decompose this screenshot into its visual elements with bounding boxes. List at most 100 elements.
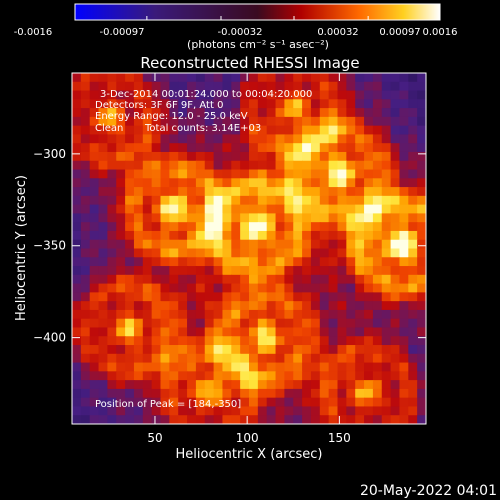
x-axis: 50 100 150	[147, 73, 351, 445]
heatmap-cell	[275, 116, 285, 127]
heatmap-cell	[133, 345, 144, 355]
heatmap-cell	[160, 125, 170, 136]
heatmap-cell	[133, 195, 144, 206]
heatmap-cell	[364, 99, 374, 109]
heatmap-cell	[319, 301, 330, 311]
heatmap-cell	[381, 108, 392, 118]
heatmap-cell	[195, 336, 206, 346]
heatmap-cell	[195, 99, 206, 109]
heatmap-cell	[266, 187, 277, 197]
heatmap-cell	[390, 301, 401, 311]
heatmap-cell	[80, 81, 91, 92]
heatmap-cell	[125, 90, 135, 100]
heatmap-cell	[408, 222, 418, 232]
heatmap-cell	[284, 204, 294, 214]
heatmap-cell	[187, 257, 197, 267]
heatmap-cell	[151, 257, 162, 267]
heatmap-cell	[408, 143, 418, 153]
heatmap-cell	[204, 380, 215, 390]
heatmap-cell	[381, 99, 392, 109]
heatmap-cell	[328, 301, 339, 311]
heatmap-cell	[222, 336, 232, 346]
heatmap-cell	[275, 213, 285, 223]
heatmap-cell	[249, 73, 259, 83]
heatmap-cell	[133, 274, 144, 285]
heatmap-cell	[222, 160, 232, 171]
heatmap-cell	[125, 143, 135, 153]
heatmap-cell	[151, 230, 162, 241]
heatmap-cell	[337, 230, 347, 241]
heatmap-cell	[151, 274, 162, 285]
heatmap-cell	[89, 73, 100, 83]
heatmap-cell	[116, 213, 126, 223]
heatmap-cell	[125, 362, 135, 372]
heatmap-cell	[249, 274, 259, 285]
heatmap-cell	[319, 169, 330, 179]
heatmap-cell	[328, 222, 339, 232]
heatmap-cell	[249, 81, 259, 92]
heatmap-cell	[213, 283, 224, 293]
heatmap-cell	[142, 345, 153, 355]
heatmap-cell	[302, 125, 312, 136]
heatmap-cell	[125, 213, 135, 223]
heatmap-cell	[346, 195, 356, 206]
heatmap-cell	[284, 178, 294, 188]
heatmap-cell	[408, 415, 418, 424]
heatmap-cell	[240, 318, 250, 329]
heatmap-cell	[372, 292, 383, 302]
heatmap-cell	[284, 327, 294, 337]
heatmap-cell	[72, 160, 82, 171]
heatmap-cell	[195, 292, 206, 302]
heatmap-cell	[107, 301, 117, 311]
heatmap-cell	[302, 213, 312, 223]
heatmap-cell	[222, 143, 232, 153]
heatmap-cell	[89, 108, 100, 118]
heatmap-cell	[151, 160, 162, 171]
heatmap-cell	[142, 380, 153, 390]
heatmap-cell	[390, 187, 401, 197]
heatmap-cell	[89, 362, 100, 372]
heatmap-cell	[72, 406, 82, 416]
heatmap-cell	[240, 125, 250, 136]
heatmap-cell	[80, 327, 91, 337]
heatmap-cell	[133, 309, 144, 320]
heatmap-cell	[381, 222, 392, 232]
heatmap-cell	[310, 266, 321, 276]
heatmap-cell	[346, 327, 356, 337]
heatmap-cell	[107, 160, 117, 171]
heatmap-cell	[328, 397, 339, 408]
heatmap-cell	[178, 309, 188, 320]
heatmap-cell	[337, 248, 347, 258]
heatmap-cell	[257, 318, 268, 329]
heatmap-cell	[399, 125, 409, 136]
heatmap-cell	[390, 380, 401, 390]
heatmap-cell	[328, 151, 339, 162]
heatmap-cell	[293, 292, 303, 302]
heatmap-cell	[293, 362, 303, 372]
colorbar-ticks: -0.0016 -0.00097 -0.00032 0.00032 0.00097 0.0…	[14, 16, 458, 38]
heatmap-cell	[80, 380, 91, 390]
heatmap-cell	[160, 143, 170, 153]
heatmap-cell	[125, 397, 135, 408]
heatmap-cell	[222, 283, 232, 293]
heatmap-cell	[408, 309, 418, 320]
heatmap-cell	[98, 397, 108, 408]
heatmap-cell	[337, 90, 347, 100]
heatmap-cell	[284, 81, 294, 92]
heatmap-cell	[293, 99, 303, 109]
heatmap-cell	[231, 195, 241, 206]
heatmap-cell	[195, 257, 206, 267]
heatmap-cell	[240, 169, 250, 179]
heatmap-cell	[222, 81, 232, 92]
heatmap-cell	[231, 213, 241, 223]
heatmap-cell	[337, 169, 347, 179]
heatmap-cell	[275, 345, 285, 355]
heatmap-cell	[213, 380, 224, 390]
heatmap-cell	[231, 266, 241, 276]
heatmap-cell	[408, 239, 418, 250]
heatmap-cell	[284, 318, 294, 329]
heatmap-cell	[160, 301, 170, 311]
heatmap-cell	[133, 248, 144, 258]
heatmap-cell	[222, 406, 232, 416]
heatmap-cell	[417, 406, 426, 416]
